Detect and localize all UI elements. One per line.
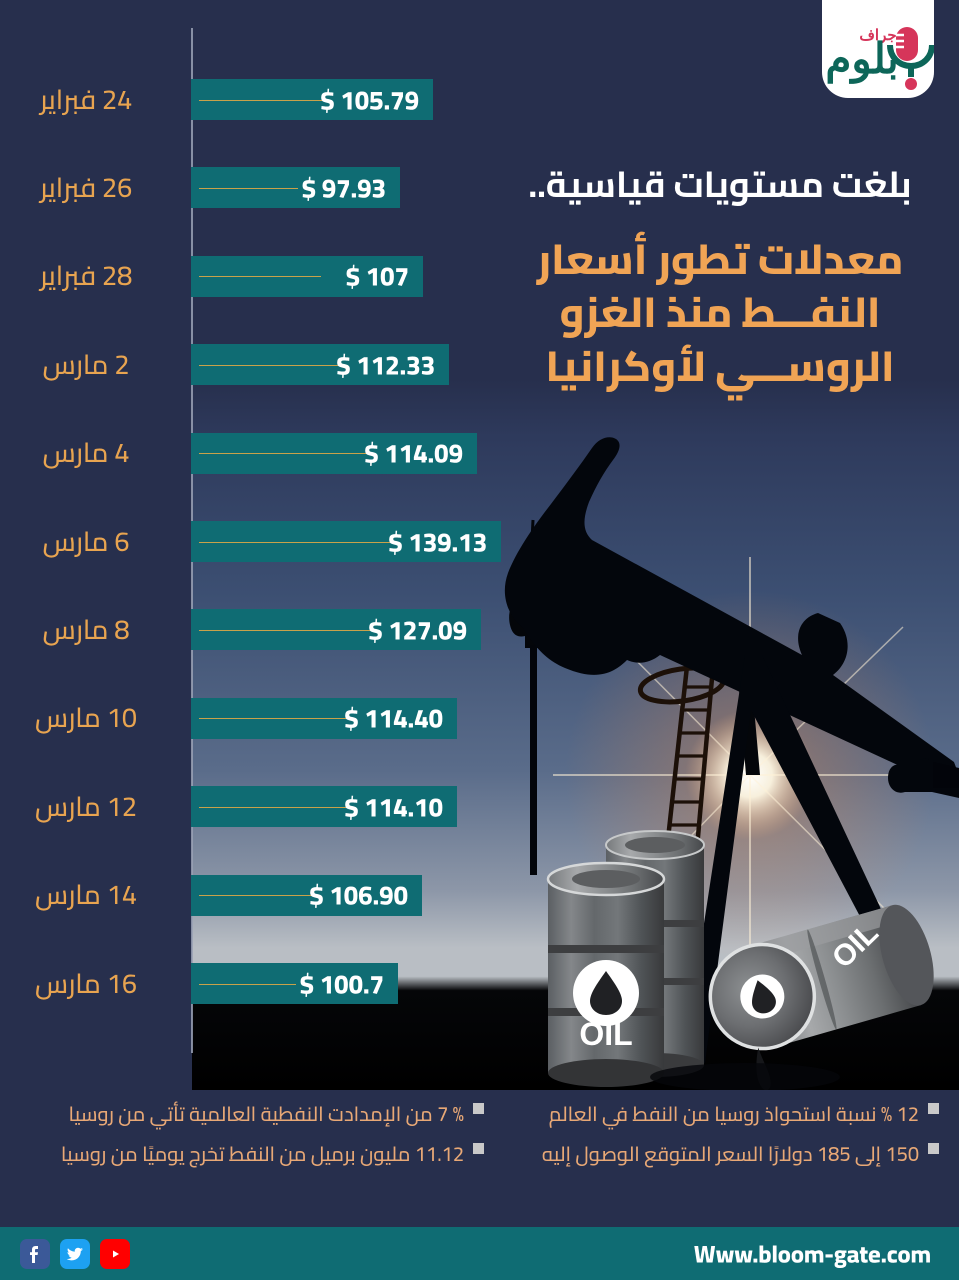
svg-text:OIL: OIL xyxy=(579,1016,632,1052)
svg-text:بلوم: بلوم xyxy=(825,35,898,84)
